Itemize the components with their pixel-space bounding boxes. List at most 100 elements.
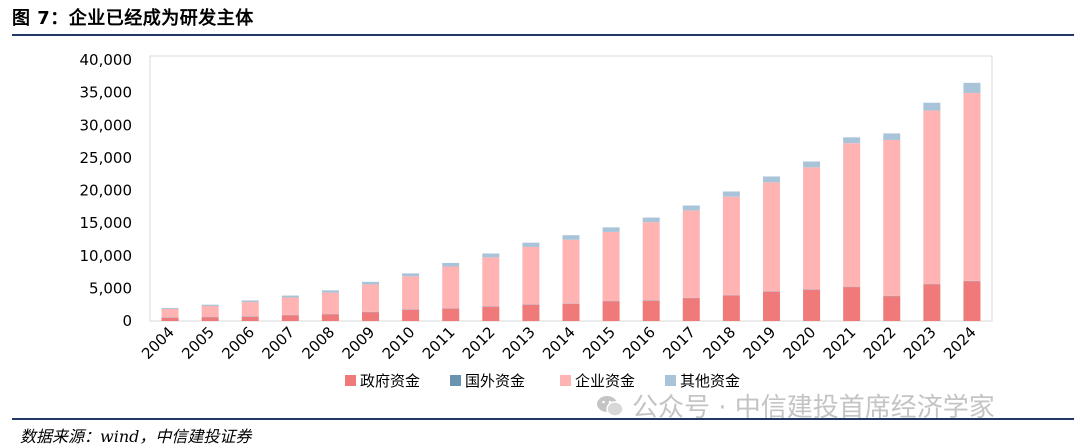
x-tick-label: 2010 [379,323,419,363]
y-tick-label: 5,000 [89,279,132,297]
bar-segment [442,308,460,321]
legend-label: 企业资金 [575,372,635,390]
x-tick-label: 2005 [178,323,218,363]
bar-segment [803,289,821,321]
bar-segment [161,307,179,309]
bar-segment [562,235,580,240]
x-tick-label: 2024 [940,323,980,363]
legend-label: 国外资金 [465,372,525,390]
bar-segment [762,182,780,292]
bar-segment [201,305,219,318]
bar-segment [923,102,941,111]
bar-segment [281,297,299,316]
y-tick-label: 40,000 [80,51,133,69]
bar-segment [843,137,861,144]
bar-segment [682,205,700,211]
bar-segment [843,143,861,287]
bar-segment [522,242,540,247]
bar-segment [682,210,700,298]
x-tick-label: 2011 [419,323,459,363]
y-tick-label: 25,000 [80,149,133,167]
bar-segment [281,315,299,321]
bar-segment [602,227,620,232]
legend-label: 其他资金 [680,372,740,390]
bar-segment [321,292,339,315]
y-tick-label: 0 [122,312,132,330]
bar-segment [201,317,219,321]
bar-segment [562,239,580,304]
x-tick-label: 2019 [740,323,780,363]
bar-segment [402,309,420,321]
x-tick-label: 2015 [579,323,619,363]
bar-segment [923,284,941,321]
x-tick-label: 2004 [138,323,178,363]
bar-segment [642,300,660,321]
bar-segment [442,262,460,267]
bar-segment [642,217,660,223]
wechat-icon [597,395,624,417]
bar-segment [642,222,660,301]
bar-segment [762,291,780,321]
y-tick-label: 15,000 [80,214,133,232]
bar-segment [281,295,299,298]
bar-segment [722,196,740,296]
bar-segment [241,316,259,321]
bar-segment [161,308,179,318]
x-tick-label: 2007 [258,323,298,363]
bar-segment [241,300,259,303]
legend-swatch [450,375,461,386]
x-tick-label: 2017 [659,323,699,363]
stacked-bar-chart: 0 5,000 10,000 15,000 20,000 25,000 30,000 35,0… [80,51,993,390]
x-tick-label: 2021 [820,323,860,363]
bar-segment [321,290,339,293]
bar-segment [883,296,901,321]
x-tick-label: 2009 [339,323,379,363]
bar-segment [402,276,420,310]
bar-segment [803,167,821,290]
bar-segment [241,302,259,317]
x-tick-label: 2006 [218,323,258,363]
x-tick-label: 2018 [699,323,739,363]
bar-segment [362,284,380,312]
bar-segment [321,314,339,321]
legend-swatch [560,375,571,386]
bar-segment [923,110,941,285]
bar-segment [562,304,580,321]
bar-segment [201,304,219,306]
figure-title: 图 7：企业已经成为研发主体 [12,8,254,29]
bar-segment [883,139,901,296]
x-tick-label: 2016 [619,323,659,363]
y-tick-label: 30,000 [80,116,133,134]
top-rule [12,34,1074,36]
bar-segment [602,301,620,321]
bar-segment [602,231,620,302]
bar-segment [843,287,861,321]
bar-segment [963,92,981,281]
x-tick-label: 2022 [860,323,900,363]
x-tick-label: 2020 [780,323,820,363]
bar-segment [762,176,780,183]
x-tick-label: 2008 [299,323,339,363]
bar-segment [963,82,981,93]
bar-segment [362,281,380,285]
bar-segment [803,161,821,168]
bar-segment [722,295,740,321]
bar-segment [522,246,540,305]
bottom-rule [12,418,1074,420]
legend-swatch [665,375,676,386]
bar-segment [522,304,540,321]
x-tick-label: 2014 [539,323,579,363]
y-tick-label: 20,000 [80,182,133,200]
x-tick-label: 2023 [900,323,940,363]
bar-segment [402,273,420,277]
bar-segment [722,191,740,197]
x-tick-label: 2013 [499,323,539,363]
source-note: 数据来源：wind，中信建投证券 [20,427,252,446]
bar-segment [682,298,700,321]
legend-label: 政府资金 [360,372,420,390]
bar-segment [482,306,500,321]
bar-segment [482,253,500,258]
bar-segment [883,133,901,140]
bar-segment [482,257,500,307]
y-tick-label: 35,000 [80,84,133,102]
